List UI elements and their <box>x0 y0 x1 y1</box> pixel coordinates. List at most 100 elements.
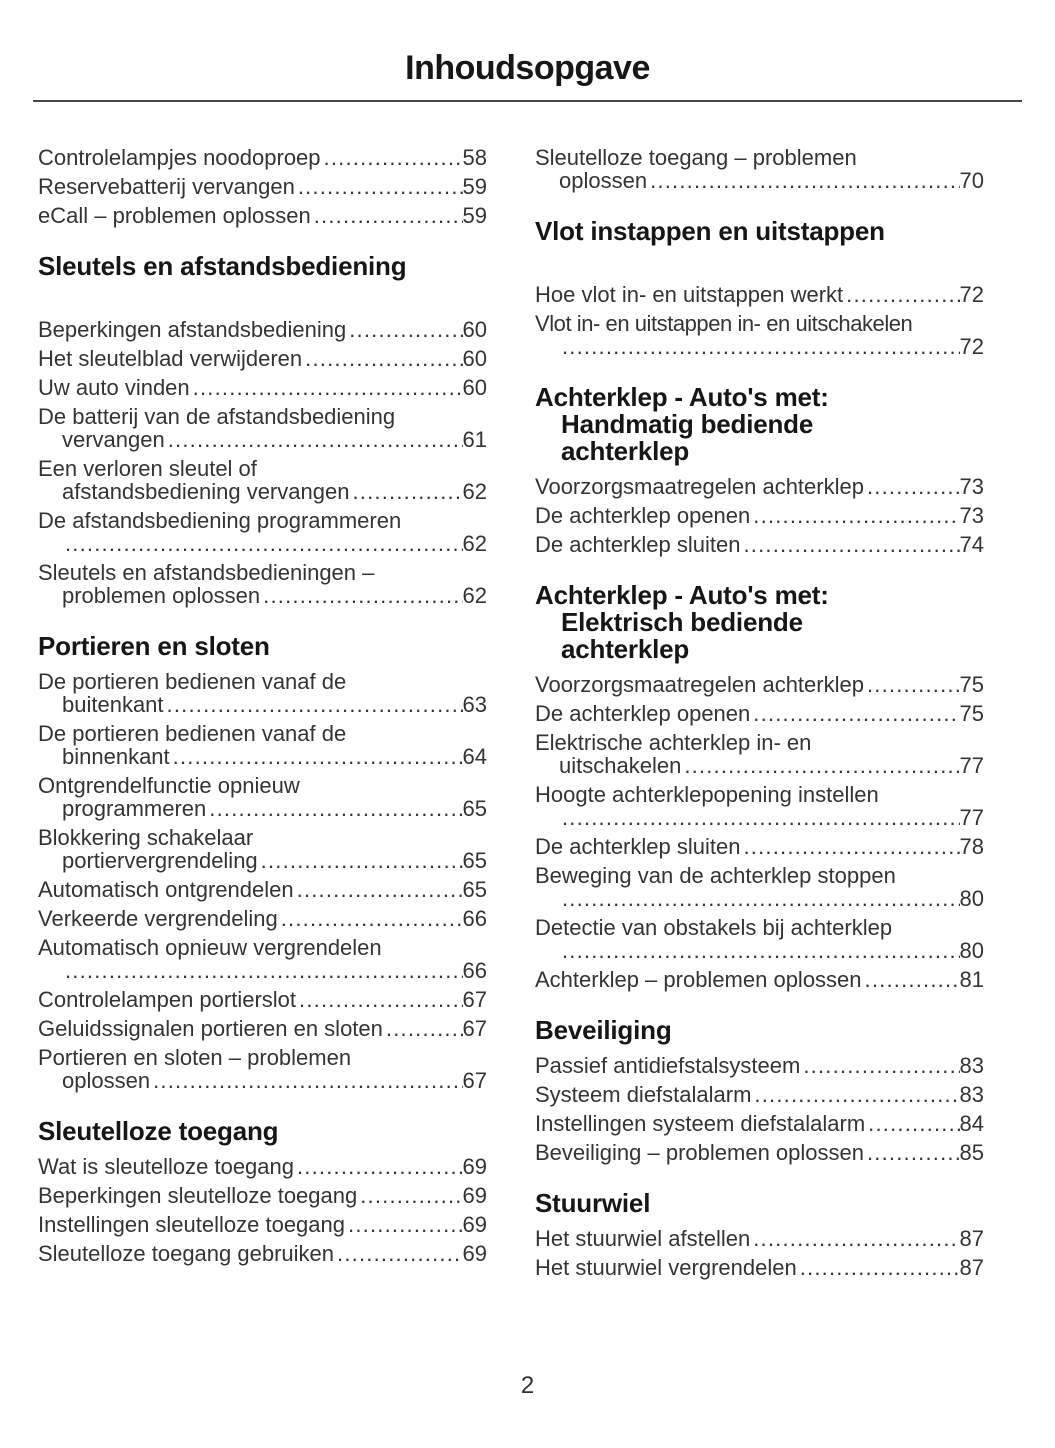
toc-entry-line: programmeren 65 <box>38 797 487 820</box>
dot-leader <box>337 1242 463 1265</box>
page-title: Inhoudsopgave <box>405 49 650 87</box>
toc-entry: Controlelampen portierslot 67 <box>38 988 487 1011</box>
entry-page-number: 87 <box>959 1226 984 1251</box>
dot-leader <box>324 146 463 169</box>
entry-page-number: 77 <box>959 753 984 778</box>
toc-entry-line: De batterij van de afstandsbediening <box>38 405 487 428</box>
section-heading-line: achterklep <box>561 634 690 664</box>
dot-leader <box>297 1155 463 1178</box>
entry-page-number: 70 <box>959 168 984 193</box>
entry-page-number: 64 <box>462 744 487 769</box>
toc-entry-line: vervangen 61 <box>38 428 487 451</box>
toc-entry: Een verloren sleutel of afstandsbediening… <box>38 457 487 503</box>
toc-entry: Instellingen sleutelloze toegang 69 <box>38 1213 487 1236</box>
entry-title: Systeem diefstalalarm <box>535 1082 752 1107</box>
section-heading-line: achterklep <box>561 436 690 466</box>
toc-entry-line: De achterklep sluiten 78 <box>535 835 984 858</box>
dot-leader <box>754 1083 959 1106</box>
entry-title: De achterklep sluiten <box>535 834 741 859</box>
entry-title: afstandsbediening vervangen <box>62 479 350 504</box>
dot-leader <box>348 1213 463 1236</box>
entry-title: Sleutels en afstandsbedieningen – <box>38 560 375 585</box>
toc-entry-line: De achterklep sluiten 74 <box>535 533 984 556</box>
toc-entry-line: Geluidssignalen portieren en sloten 67 <box>38 1017 487 1040</box>
toc-entry-line: 72 <box>535 335 984 358</box>
dot-leader <box>297 878 463 901</box>
toc-entry: Systeem diefstalalarm 83 <box>535 1083 984 1106</box>
entry-page-number: 87 <box>959 1255 984 1280</box>
entry-title: uitschakelen <box>559 753 682 778</box>
toc-section: Controlelampjes noodoproep 58 Reservebatte… <box>38 146 487 227</box>
entry-title: Detectie van obstakels bij achterklep <box>535 915 893 940</box>
toc-entry-line: De achterklep openen 75 <box>535 702 984 725</box>
toc-entry-line: De portieren bedienen vanaf de <box>38 670 487 693</box>
entry-title: oplossen <box>559 168 648 193</box>
toc-section: Vlot instappen en uitstappen Hoe vlot in-… <box>535 218 984 359</box>
toc-entry: Controlelampjes noodoproep 58 <box>38 146 487 169</box>
section-heading-line: Sleutels en afstandsbediening <box>38 251 407 281</box>
entry-title: portiervergrendeling <box>62 848 258 873</box>
dot-leader <box>753 1227 959 1250</box>
entry-title: Geluidssignalen portieren en sloten <box>38 1016 383 1041</box>
toc-entry-line: 77 <box>535 806 984 829</box>
toc-entry: Vlot in- en uitstappen in- en uitschakel… <box>535 312 984 358</box>
entry-page-number: 65 <box>462 877 487 902</box>
entry-page-number: 69 <box>462 1154 487 1179</box>
entry-title: oplossen <box>62 1068 151 1093</box>
toc-entry: Het sleutelblad verwijderen 60 <box>38 347 487 370</box>
entry-title: Hoogte achterklepopening instellen <box>535 782 879 807</box>
dot-leader <box>743 533 959 556</box>
toc-entry-line: Beveiliging – problemen oplossen 85 <box>535 1141 984 1164</box>
entry-title: De portieren bedienen vanaf de <box>38 669 347 694</box>
section-heading: Achterklep - Auto's met: Handmatig bedien… <box>535 384 984 465</box>
entry-title: Instellingen systeem diefstalalarm <box>535 1111 866 1136</box>
toc-entry: Beveiliging – problemen oplossen 85 <box>535 1141 984 1164</box>
entry-page-number: 62 <box>462 531 487 556</box>
entry-page-number: 61 <box>462 427 487 452</box>
dot-leader <box>846 283 959 306</box>
toc-entry-line: De achterklep openen 73 <box>535 504 984 527</box>
dot-leader <box>65 532 463 555</box>
dot-leader <box>562 806 960 829</box>
toc-entry-line: buitenkant 63 <box>38 693 487 716</box>
toc-section: Portieren en sloten De portieren bedienen… <box>38 633 487 1093</box>
dot-leader <box>562 335 960 358</box>
dot-leader <box>800 1256 960 1279</box>
entry-title: Het stuurwiel vergrendelen <box>535 1255 797 1280</box>
toc-entry-line: Sleutelloze toegang – problemen <box>535 146 984 169</box>
entry-title: Achterklep – problemen oplossen <box>535 967 862 992</box>
entry-title: De achterklep openen <box>535 701 751 726</box>
toc-entry-line: Elektrische achterklep in- en <box>535 731 984 754</box>
entry-page-number: 69 <box>462 1212 487 1237</box>
toc-entry-line: Hoe vlot in- en uitstappen werkt 72 <box>535 283 984 306</box>
toc-entry: De afstandsbediening programmeren 62 <box>38 509 487 555</box>
toc-entry-line: Het sleutelblad verwijderen 60 <box>38 347 487 370</box>
entry-title: Voorzorgsmaatregelen achterklep <box>535 672 864 697</box>
entry-page-number: 81 <box>959 967 984 992</box>
toc-entry-line: Ontgrendelfunctie opnieuw <box>38 774 487 797</box>
toc-section: Achterklep - Auto's met: Elektrisch bedie… <box>535 582 984 992</box>
entry-page-number: 75 <box>959 701 984 726</box>
manual-toc-page: Inhoudsopgave Controlelampjes noodoproep… <box>0 0 1055 1285</box>
toc-entry-line: Voorzorgsmaatregelen achterklep 75 <box>535 673 984 696</box>
dot-leader <box>349 318 462 341</box>
entry-page-number: 83 <box>959 1082 984 1107</box>
toc-entry: Automatisch ontgrendelen 65 <box>38 878 487 901</box>
toc-entry-line: Sleutels en afstandsbedieningen – <box>38 561 487 584</box>
section-heading-line: Handmatig bediende <box>561 409 814 439</box>
entry-title: Een verloren sleutel of <box>38 456 257 481</box>
section-heading-line: Beveiliging <box>535 1015 672 1045</box>
toc-entry: eCall – problemen oplossen 59 <box>38 204 487 227</box>
entry-page-number: 85 <box>959 1140 984 1165</box>
entry-title: De batterij van de afstandsbediening <box>38 404 396 429</box>
toc-entry: Geluidssignalen portieren en sloten 67 <box>38 1017 487 1040</box>
toc-entry: Voorzorgsmaatregelen achterklep 75 <box>535 673 984 696</box>
dot-leader <box>261 849 463 872</box>
entry-page-number: 78 <box>959 834 984 859</box>
dot-leader <box>209 797 462 820</box>
toc-entry-line: 66 <box>38 959 487 982</box>
dot-leader <box>352 480 462 503</box>
entry-page-number: 66 <box>462 906 487 931</box>
entry-title: Instellingen sleutelloze toegang <box>38 1212 346 1237</box>
toc-entry: Beperkingen sleutelloze toegang 69 <box>38 1184 487 1207</box>
